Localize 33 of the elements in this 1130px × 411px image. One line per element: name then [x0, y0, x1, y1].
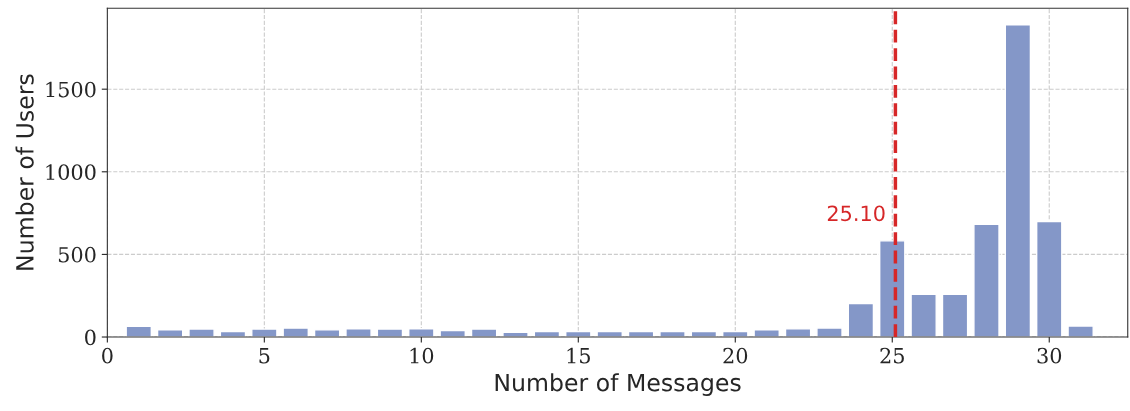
y-tick-label: 500 — [58, 246, 96, 263]
y-tick-label: 1500 — [46, 81, 96, 98]
ref-line-label: 25.10 — [827, 205, 885, 222]
y-tick-label: 0 — [85, 329, 96, 346]
bar — [973, 223, 1000, 338]
y-axis-title: Number of Users — [15, 74, 34, 270]
bar — [345, 328, 372, 338]
x-tick-label: 0 — [102, 347, 113, 364]
bar — [1004, 24, 1032, 338]
bar — [188, 328, 215, 338]
bar — [753, 329, 780, 338]
bar — [910, 293, 937, 338]
x-tick-label: 10 — [410, 347, 434, 364]
x-tick-label: 15 — [567, 347, 590, 364]
bar — [816, 327, 843, 338]
bar — [941, 293, 969, 338]
bar — [784, 328, 812, 338]
bar — [251, 328, 278, 338]
bar — [470, 328, 498, 338]
y-tick-label: 1000 — [46, 164, 96, 181]
bar — [376, 328, 404, 338]
bar — [1067, 325, 1094, 338]
bar — [847, 302, 875, 338]
bar — [1035, 220, 1063, 338]
x-tick-label: 25 — [880, 347, 904, 364]
bar — [282, 327, 309, 338]
x-axis-title: Number of Messages — [495, 373, 741, 397]
bar — [879, 240, 906, 338]
bar — [125, 325, 153, 338]
x-tick-label: 30 — [1037, 347, 1062, 364]
bar — [408, 328, 435, 338]
x-tick-label: 5 — [259, 348, 270, 364]
x-tick-label: 20 — [723, 347, 748, 364]
